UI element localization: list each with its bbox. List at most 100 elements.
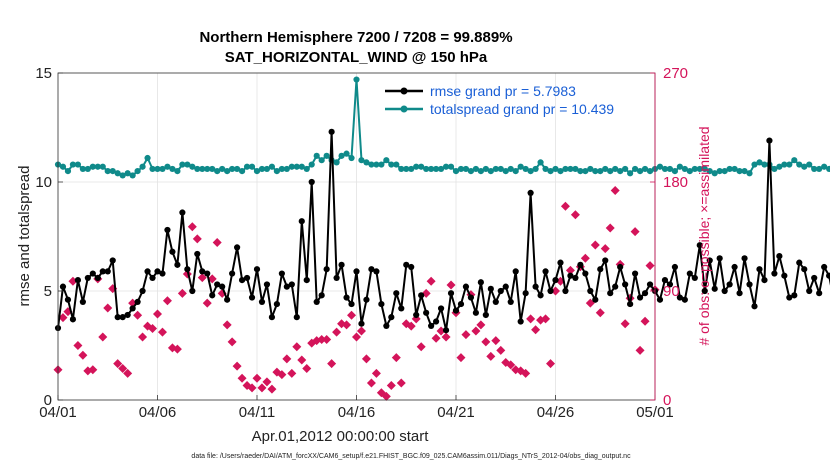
spread-point [781, 161, 788, 168]
rmse-point [751, 303, 758, 310]
rmse-point [99, 268, 106, 275]
spread-point [701, 165, 708, 173]
obs-count-marker [361, 354, 371, 364]
rmse-point [756, 266, 763, 273]
y-left-tick-label: 10 [35, 174, 52, 191]
rmse-point [492, 298, 499, 305]
spread-point [288, 163, 295, 170]
obs-count-marker [222, 320, 232, 330]
rmse-point [731, 263, 738, 271]
spread-point [507, 165, 514, 173]
obs-count-marker [138, 332, 148, 342]
rmse-point [219, 283, 226, 290]
spread-point [711, 170, 718, 177]
x-tick-label: 04/01 [39, 404, 77, 421]
obs-count-marker [546, 359, 556, 369]
rmse-point [149, 274, 156, 282]
spread-point [627, 170, 634, 177]
rmse-point [726, 281, 733, 288]
spread-point [89, 163, 96, 170]
rmse-point [268, 314, 276, 321]
spread-point [636, 168, 644, 175]
obs-count-marker [476, 320, 486, 330]
obs-count-marker [98, 332, 108, 342]
obs-count-marker [600, 244, 610, 254]
rmse-point [288, 281, 295, 288]
obs-count-marker [58, 313, 68, 323]
obs-count-marker [565, 265, 575, 275]
rmse-point [636, 294, 644, 301]
spread-point [706, 168, 713, 175]
obs-count-marker [202, 298, 212, 308]
spread-point [423, 165, 430, 173]
rmse-point [114, 314, 121, 321]
obs-count-marker [172, 344, 182, 354]
rmse-point [736, 290, 743, 297]
rmse-point [771, 270, 778, 277]
spread-point [318, 157, 325, 164]
obs-count-marker [426, 276, 436, 286]
obs-count-marker [88, 365, 98, 375]
obs-count-marker [560, 201, 570, 211]
spread-point [139, 163, 146, 170]
rmse-point [433, 318, 440, 325]
obs-count-marker [123, 368, 133, 378]
obs-count-marker [371, 368, 381, 378]
obs-count-marker [133, 310, 143, 320]
spread-point [497, 165, 504, 173]
rmse-point [452, 307, 460, 314]
spread-point [79, 165, 86, 173]
spread-point [184, 161, 191, 168]
rmse-point [661, 277, 669, 284]
rmse-point [656, 296, 664, 303]
obs-count-marker [237, 373, 247, 383]
rmse-point [293, 314, 300, 321]
rmse-point [229, 270, 236, 277]
rmse-point [617, 263, 624, 271]
spread-point [562, 165, 569, 173]
rmse-point [418, 292, 425, 299]
obs-count-marker [551, 286, 560, 296]
spread-point [398, 165, 405, 173]
rmse-point [552, 277, 559, 284]
spread-point [746, 170, 753, 177]
spread-point [214, 168, 221, 175]
rmse-point [527, 189, 534, 196]
obs-count-marker [113, 359, 123, 369]
rmse-point [104, 268, 111, 275]
spread-point [428, 165, 435, 173]
spread-point [557, 168, 564, 175]
spread-point [487, 168, 494, 175]
spread-point [219, 165, 226, 173]
obs-count-marker [356, 326, 366, 336]
spread-point [592, 168, 599, 175]
spread-point [159, 165, 166, 173]
legend-spread-label: totalspread grand pr = 10.439 [430, 101, 614, 117]
obs-count-marker [118, 364, 128, 374]
spread-point [224, 168, 231, 175]
rmse-point [89, 270, 96, 277]
spread-point [338, 152, 345, 159]
rmse-point [816, 290, 823, 297]
obs-count-marker [267, 384, 277, 394]
spread-point [537, 159, 544, 166]
y-left-tick-label: 15 [35, 65, 52, 82]
x-tick-label: 04/21 [437, 404, 475, 421]
obs-count-marker [595, 308, 605, 318]
rmse-point [403, 261, 410, 268]
obs-count-marker [471, 326, 481, 336]
spread-point [204, 165, 211, 173]
rmse-point [144, 268, 151, 275]
chart-title: Northern Hemisphere 7200 / 7208 = 99.889… [199, 29, 512, 46]
rmse-series [54, 128, 830, 334]
rmse-point [373, 268, 380, 275]
rmse-point [358, 320, 365, 327]
spread-point [532, 165, 539, 173]
obs-count-marker [162, 296, 172, 306]
rmse-point [423, 309, 430, 316]
spread-point [99, 163, 106, 170]
rmse-point [562, 287, 569, 295]
y-left-tick-label: 5 [44, 283, 52, 300]
rmse-point [826, 272, 830, 279]
spread-point [114, 170, 121, 177]
